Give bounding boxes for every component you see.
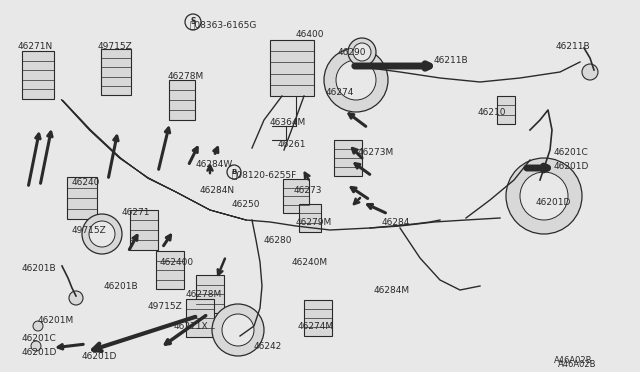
Circle shape (33, 321, 43, 331)
Text: 46278M: 46278M (186, 290, 222, 299)
Bar (497, 96, 515, 124)
Text: 46211B: 46211B (556, 42, 591, 51)
Bar (283, 179, 309, 213)
Text: 49715Z: 49715Z (148, 302, 183, 311)
Text: B: B (232, 169, 237, 175)
Text: 46210: 46210 (478, 108, 506, 117)
Text: 46284N: 46284N (200, 186, 235, 195)
Text: 46278M: 46278M (168, 72, 204, 81)
Text: 46274M: 46274M (298, 322, 334, 331)
Text: 46201B: 46201B (22, 264, 56, 273)
Text: 46240M: 46240M (292, 258, 328, 267)
Text: 46211B: 46211B (434, 56, 468, 65)
Text: 46201C: 46201C (22, 334, 57, 343)
Text: 46274: 46274 (326, 88, 355, 97)
Bar (186, 299, 214, 337)
Text: 46284W: 46284W (196, 160, 233, 169)
Circle shape (69, 291, 83, 305)
Circle shape (348, 38, 376, 66)
Bar (130, 210, 158, 250)
Text: S: S (190, 17, 196, 26)
Circle shape (82, 214, 122, 254)
Text: 46284M: 46284M (374, 286, 410, 295)
Text: 46201D: 46201D (536, 198, 572, 207)
Circle shape (582, 64, 598, 80)
Text: 46284: 46284 (382, 218, 410, 227)
Circle shape (212, 304, 264, 356)
Bar (169, 80, 195, 120)
Text: 46242: 46242 (254, 342, 282, 351)
Text: 46273: 46273 (294, 186, 323, 195)
Text: 46364M: 46364M (270, 118, 307, 127)
Bar (22, 51, 54, 99)
Bar (67, 177, 97, 219)
Circle shape (185, 14, 201, 30)
Text: 46250: 46250 (232, 200, 260, 209)
Circle shape (222, 314, 254, 346)
Circle shape (31, 341, 41, 351)
Text: 46280: 46280 (264, 236, 292, 245)
Text: Ⓑ08120-6255F: Ⓑ08120-6255F (232, 170, 297, 179)
Bar (196, 275, 224, 313)
Circle shape (336, 60, 376, 100)
Bar (299, 204, 321, 232)
Text: 46271X: 46271X (174, 322, 209, 331)
Text: 46271: 46271 (122, 208, 150, 217)
Text: 46201B: 46201B (104, 282, 139, 291)
Bar (270, 40, 314, 96)
Circle shape (324, 48, 388, 112)
Text: 49715Z: 49715Z (72, 226, 107, 235)
Text: 46201D: 46201D (554, 162, 589, 171)
Circle shape (506, 158, 582, 234)
Text: 46279M: 46279M (296, 218, 332, 227)
Text: 46201M: 46201M (38, 316, 74, 325)
Text: 46273M: 46273M (358, 148, 394, 157)
Text: 46201D: 46201D (82, 352, 117, 361)
Circle shape (89, 221, 115, 247)
Text: 46201D: 46201D (22, 348, 58, 357)
Circle shape (227, 165, 241, 179)
Text: 46400: 46400 (296, 30, 324, 39)
Text: 46240: 46240 (72, 178, 100, 187)
Bar (156, 251, 184, 289)
Text: 462400: 462400 (160, 258, 194, 267)
Text: 49715Z: 49715Z (98, 42, 132, 51)
Bar (101, 49, 131, 95)
Text: 46201C: 46201C (554, 148, 589, 157)
Bar (304, 300, 332, 336)
Text: 46290: 46290 (338, 48, 367, 57)
Text: A46A02B: A46A02B (554, 356, 593, 365)
Text: 46271N: 46271N (18, 42, 53, 51)
Text: A46A02B: A46A02B (557, 360, 596, 369)
Text: Ⓢ08363-6165G: Ⓢ08363-6165G (190, 20, 257, 29)
Text: 46261: 46261 (278, 140, 307, 149)
Circle shape (520, 172, 568, 220)
Bar (334, 140, 362, 176)
Circle shape (353, 43, 371, 61)
